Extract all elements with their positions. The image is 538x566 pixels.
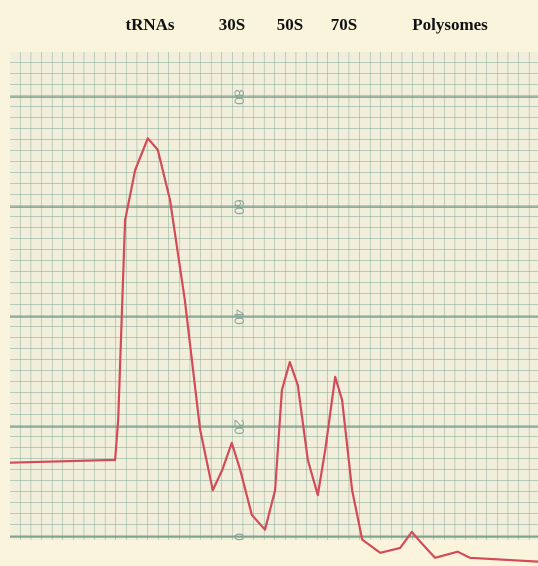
annotation: tRNAs (125, 15, 174, 34)
y-tick-label: 60 (231, 199, 247, 215)
annotation: 30S (219, 15, 245, 34)
y-tick-label: 0 (231, 533, 247, 541)
annotation: 50S (277, 15, 303, 34)
chart: 0 20 40 60 80 tRNAs 30S 50S 70S Polysomes (0, 0, 538, 566)
annotation: Polysomes (412, 15, 488, 34)
y-tick-label: 20 (231, 419, 247, 435)
y-tick-label: 40 (231, 309, 247, 325)
y-tick-label: 80 (231, 89, 247, 105)
graph-grid (10, 52, 538, 540)
annotation: 70S (331, 15, 357, 34)
